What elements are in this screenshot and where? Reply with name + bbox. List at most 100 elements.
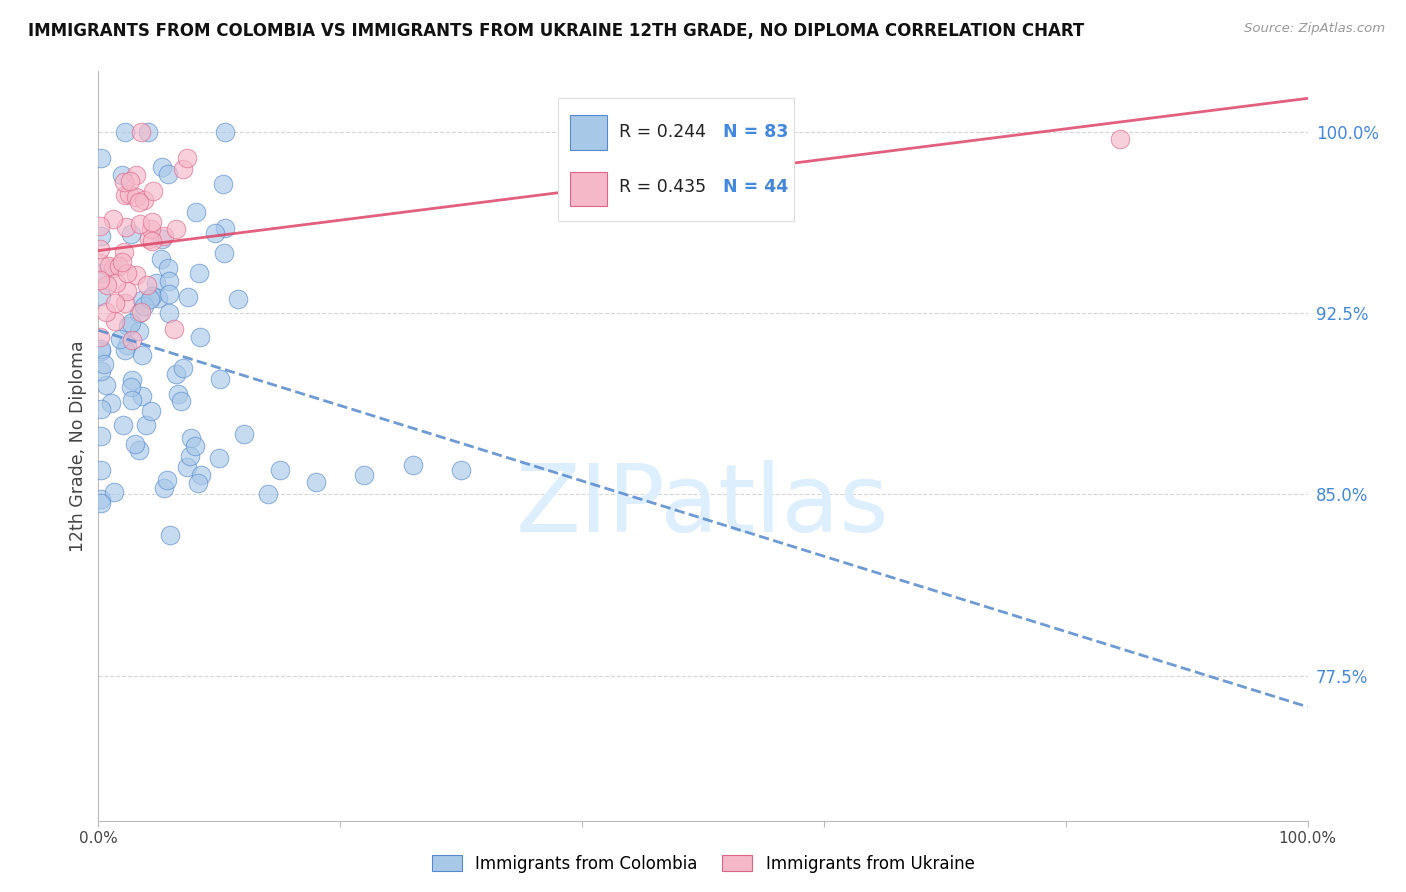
- Point: [90, 401, 112, 416]
- Point: [402, 458, 425, 473]
- Point: [121, 373, 143, 387]
- Y-axis label: 12th Grade, No Diploma: 12th Grade, No Diploma: [69, 340, 87, 552]
- Point: [128, 306, 150, 320]
- Point: [153, 229, 176, 244]
- Point: [170, 393, 193, 408]
- Point: [118, 173, 141, 187]
- Point: [128, 442, 150, 457]
- Point: [131, 305, 153, 319]
- Text: ZIPatlas: ZIPatlas: [516, 460, 890, 552]
- Point: [159, 274, 181, 288]
- Point: [114, 343, 136, 357]
- Point: [153, 481, 176, 495]
- Point: [184, 439, 207, 453]
- Point: [134, 193, 156, 207]
- Point: [111, 255, 134, 269]
- Point: [142, 184, 165, 198]
- Point: [214, 220, 236, 235]
- Point: [256, 487, 278, 501]
- Point: [124, 168, 146, 182]
- Point: [124, 437, 146, 451]
- Point: [136, 125, 159, 139]
- Point: [121, 392, 143, 407]
- Point: [156, 260, 179, 275]
- Point: [96, 378, 118, 392]
- Point: [146, 291, 169, 305]
- Point: [125, 190, 148, 204]
- Point: [90, 289, 112, 303]
- Point: [90, 151, 112, 165]
- Point: [141, 289, 163, 303]
- Point: [269, 463, 291, 477]
- Point: [128, 195, 150, 210]
- Point: [152, 232, 174, 246]
- Point: [115, 338, 138, 352]
- Point: [165, 222, 187, 236]
- Point: [176, 459, 198, 474]
- Point: [129, 125, 152, 139]
- Point: [104, 314, 127, 328]
- Point: [226, 292, 249, 306]
- Point: [112, 244, 135, 259]
- Point: [107, 260, 129, 274]
- Point: [211, 177, 233, 191]
- Point: [190, 467, 212, 482]
- Point: [184, 205, 207, 219]
- Text: Source: ZipAtlas.com: Source: ZipAtlas.com: [1244, 22, 1385, 36]
- Point: [141, 404, 163, 418]
- Point: [103, 485, 125, 500]
- Point: [131, 293, 153, 307]
- Point: [172, 161, 194, 176]
- Point: [179, 449, 201, 463]
- Point: [129, 217, 152, 231]
- Point: [141, 234, 163, 248]
- Point: [156, 473, 179, 487]
- Point: [177, 290, 200, 304]
- Point: [204, 226, 226, 240]
- Point: [103, 212, 125, 227]
- Point: [120, 380, 142, 394]
- Point: [114, 296, 136, 310]
- Point: [117, 266, 139, 280]
- Point: [89, 255, 111, 269]
- Point: [138, 232, 160, 246]
- Point: [121, 333, 143, 347]
- Point: [131, 389, 153, 403]
- Point: [115, 284, 138, 298]
- Point: [94, 305, 117, 319]
- Point: [163, 322, 186, 336]
- Point: [120, 227, 142, 242]
- Point: [100, 396, 122, 410]
- Point: [450, 463, 472, 477]
- Point: [180, 431, 202, 445]
- Point: [111, 168, 134, 182]
- Point: [128, 325, 150, 339]
- Point: [214, 125, 236, 139]
- Point: [96, 277, 118, 292]
- Point: [157, 305, 180, 319]
- Point: [353, 468, 375, 483]
- Point: [232, 426, 254, 441]
- Point: [134, 299, 156, 313]
- Point: [89, 219, 111, 233]
- Point: [176, 151, 198, 165]
- Point: [209, 372, 232, 386]
- Point: [157, 167, 180, 181]
- Point: [117, 318, 139, 333]
- Point: [208, 451, 231, 466]
- Point: [114, 220, 136, 235]
- Point: [112, 417, 135, 432]
- Point: [90, 343, 112, 357]
- Point: [118, 187, 141, 202]
- Point: [90, 229, 112, 244]
- Point: [135, 277, 157, 292]
- Point: [103, 261, 125, 276]
- Point: [138, 292, 160, 306]
- Point: [139, 222, 162, 236]
- Point: [103, 296, 125, 310]
- Point: [187, 476, 209, 491]
- Point: [165, 368, 187, 382]
- Point: [105, 276, 128, 290]
- Point: [159, 528, 181, 542]
- Point: [159, 286, 181, 301]
